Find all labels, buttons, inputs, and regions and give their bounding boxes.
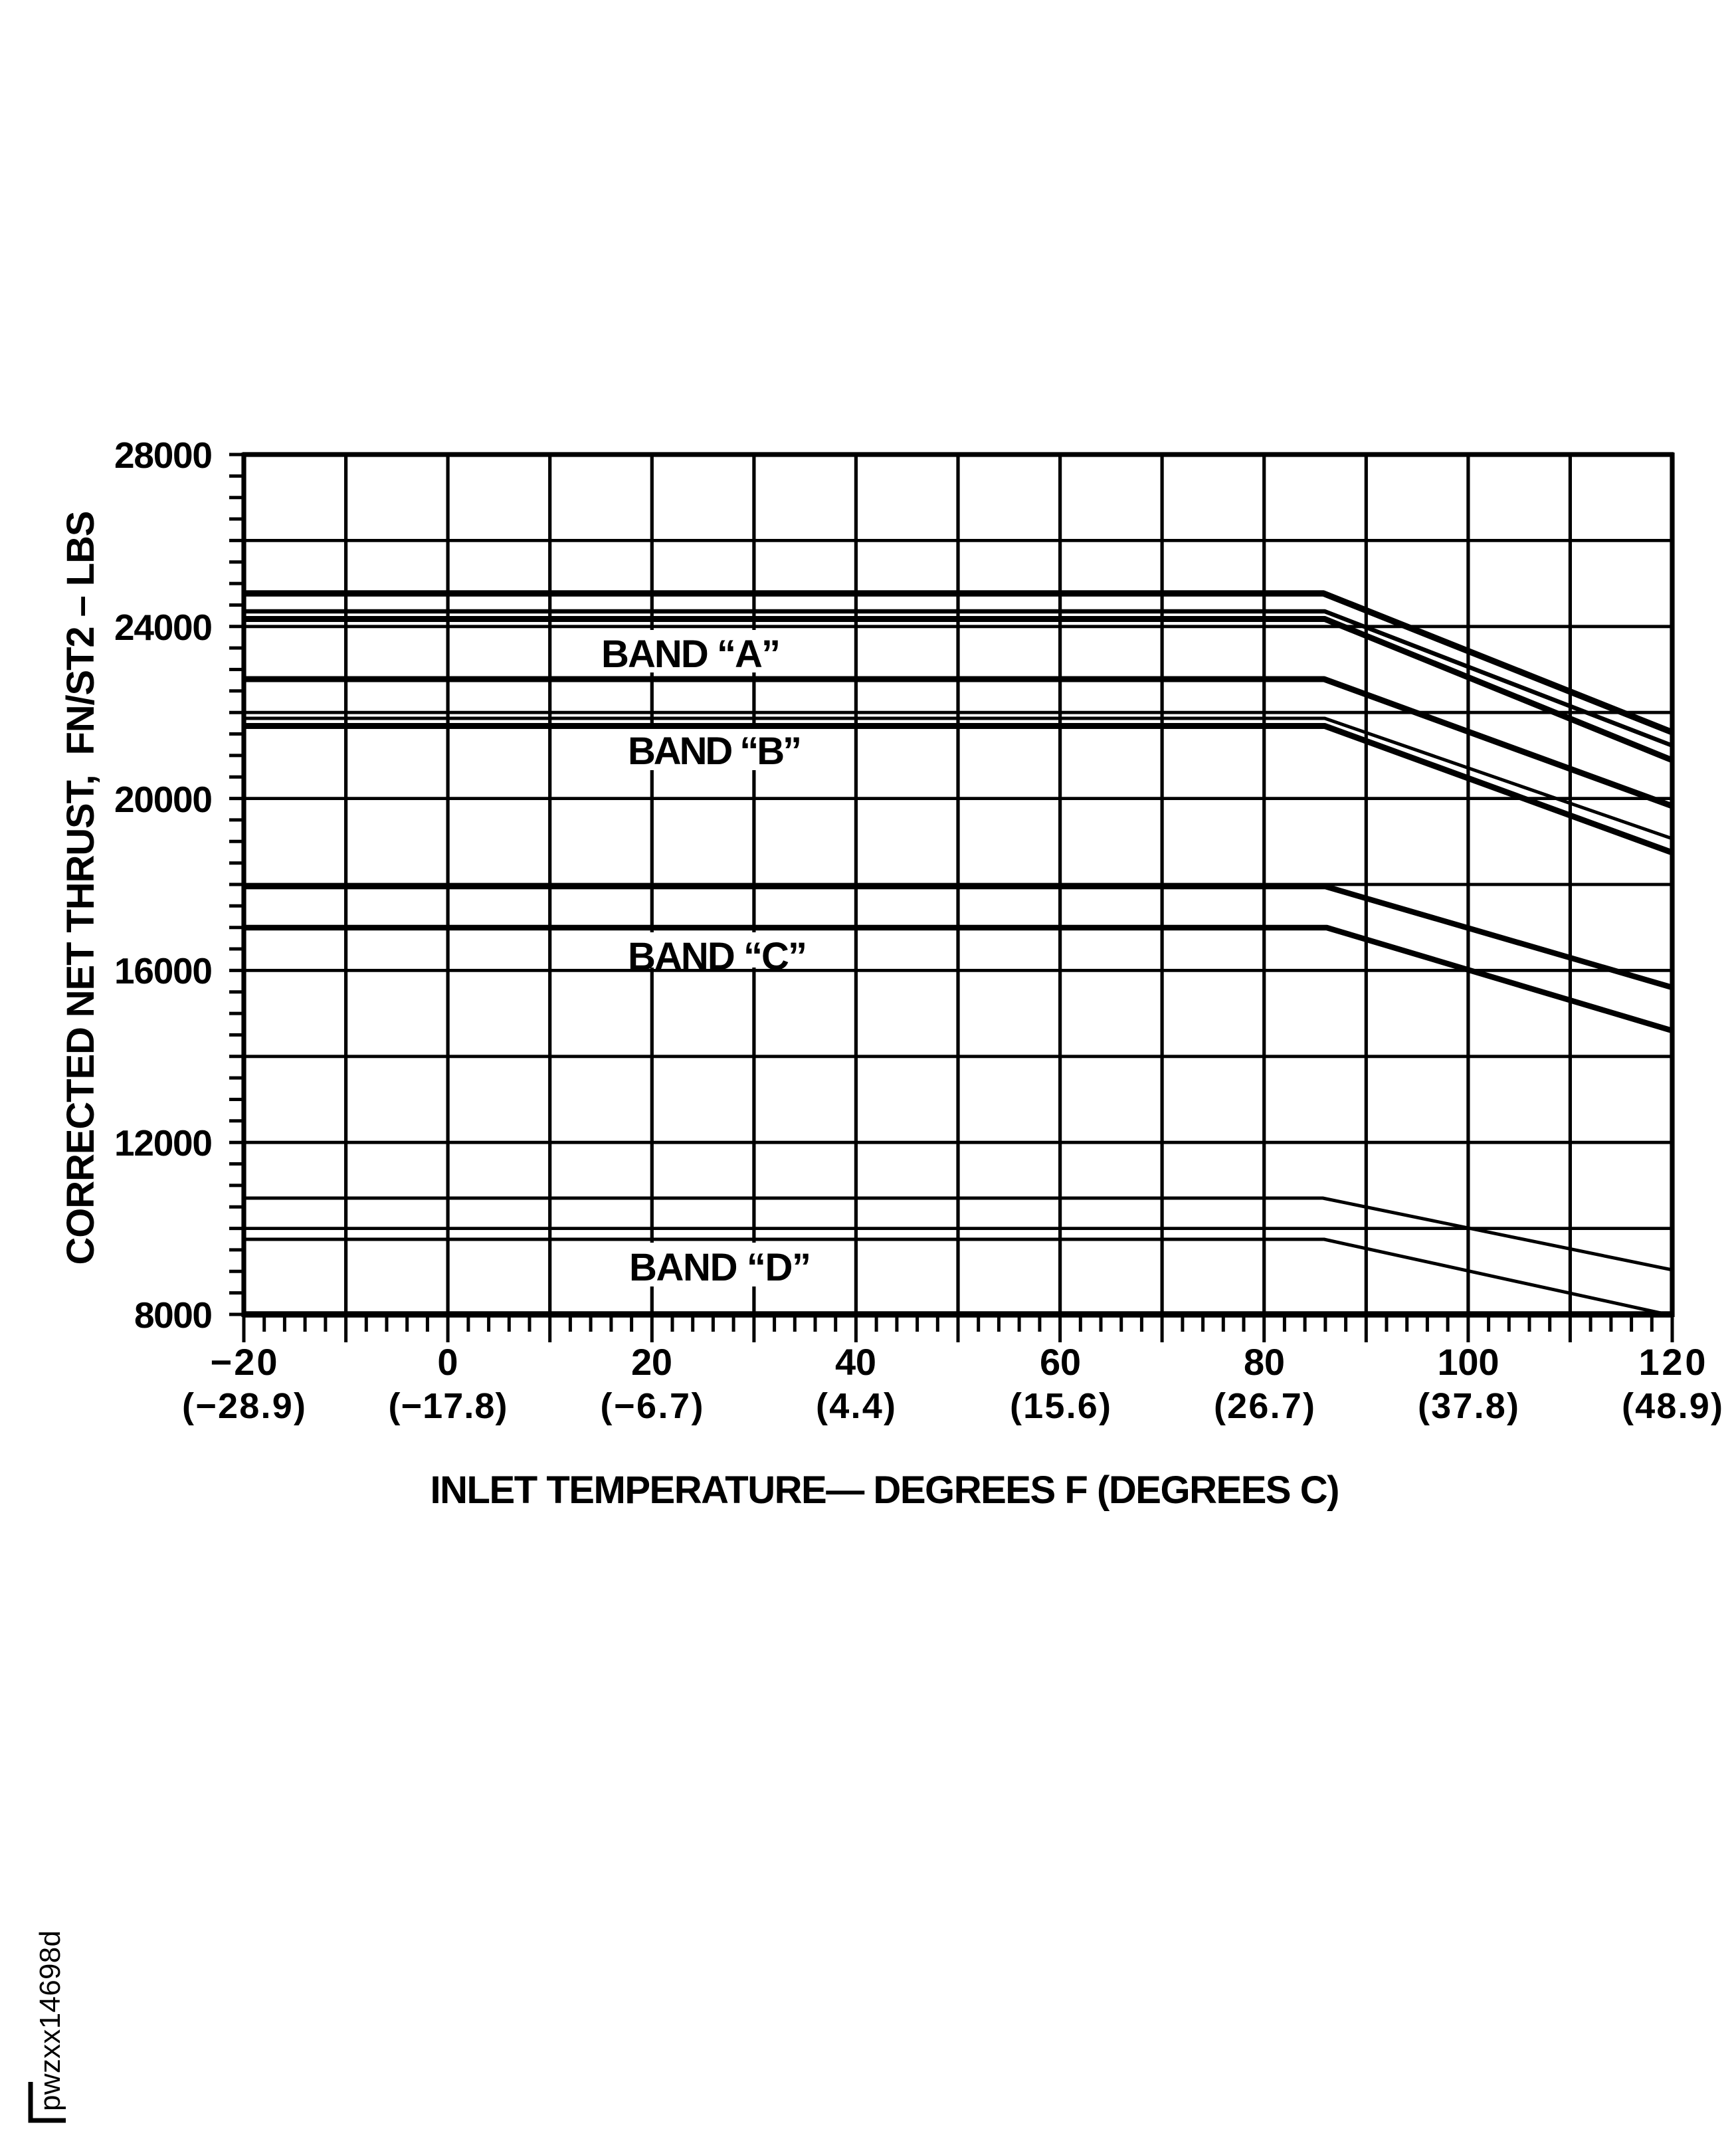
svg-text:(−28.9): (−28.9) — [182, 1386, 306, 1426]
svg-text:(−6.7): (−6.7) — [601, 1386, 704, 1426]
svg-text:12000: 12000 — [114, 1122, 213, 1164]
svg-text:(15.6): (15.6) — [1010, 1386, 1111, 1426]
svg-text:(26.7): (26.7) — [1214, 1386, 1315, 1426]
svg-text:8000: 8000 — [134, 1294, 213, 1336]
svg-text:40: 40 — [835, 1341, 876, 1383]
svg-text:CORRECTED NET THRUST, FN/ST2: CORRECTED NET THRUST, FN/ST2 – LBS — [59, 511, 102, 1265]
svg-text:0: 0 — [437, 1341, 458, 1383]
svg-text:100: 100 — [1438, 1341, 1499, 1383]
svg-text:BAND “A”: BAND “A” — [601, 633, 781, 676]
svg-text:BAND “D”: BAND “D” — [629, 1246, 811, 1289]
svg-text:BAND “B”: BAND “B” — [628, 730, 802, 773]
svg-text:(48.9): (48.9) — [1622, 1386, 1723, 1426]
svg-text:80: 80 — [1244, 1341, 1285, 1383]
svg-text:28000: 28000 — [114, 435, 213, 476]
svg-text:120: 120 — [1639, 1341, 1706, 1383]
svg-text:−20: −20 — [211, 1341, 278, 1383]
svg-text:pwzxx14698d: pwzxx14698d — [34, 1930, 66, 2111]
svg-text:16000: 16000 — [114, 950, 213, 991]
svg-text:(−17.8): (−17.8) — [389, 1386, 508, 1426]
svg-text:(37.8): (37.8) — [1418, 1386, 1519, 1426]
svg-text:INLET TEMPERATURE— DEGREES F (: INLET TEMPERATURE— DEGREES F (DEGREES C) — [431, 1469, 1340, 1512]
svg-text:20: 20 — [631, 1341, 672, 1383]
svg-text:60: 60 — [1040, 1341, 1081, 1383]
svg-text:BAND “C”: BAND “C” — [628, 935, 807, 978]
svg-text:20000: 20000 — [114, 779, 213, 820]
svg-text:24000: 24000 — [114, 607, 213, 648]
